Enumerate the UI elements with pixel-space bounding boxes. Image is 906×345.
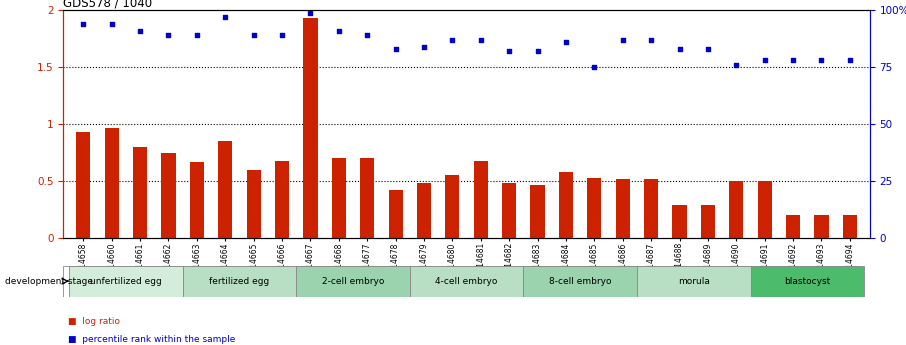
Text: ■  log ratio: ■ log ratio (68, 317, 120, 326)
Bar (757, 181, 772, 238)
Bar (559, 172, 573, 238)
Point (502, 49, 516, 54)
Bar (474, 161, 488, 238)
Text: ■  percentile rank within the sample: ■ percentile rank within the sample (68, 335, 236, 344)
Point (76, 21, 91, 27)
Text: fertilized egg: fertilized egg (209, 277, 270, 286)
Bar (701, 205, 715, 238)
Bar (183, 266, 296, 297)
Point (615, 37, 630, 43)
Point (161, 33, 176, 38)
Point (189, 33, 204, 38)
Bar (133, 147, 147, 238)
Bar (161, 152, 176, 238)
Point (389, 46, 403, 52)
Bar (531, 185, 545, 238)
Point (445, 37, 459, 43)
Text: morula: morula (678, 277, 709, 286)
Bar (672, 205, 687, 238)
Point (332, 28, 346, 33)
Point (757, 58, 772, 63)
Bar (332, 158, 346, 238)
Point (304, 10, 318, 16)
Text: 8-cell embryo: 8-cell embryo (549, 277, 612, 286)
Text: blastocyst: blastocyst (785, 277, 831, 286)
Point (104, 21, 119, 27)
Text: unfertilized egg: unfertilized egg (90, 277, 162, 286)
Bar (729, 181, 744, 238)
Point (275, 33, 289, 38)
Point (417, 44, 431, 50)
Bar (104, 128, 119, 238)
Bar (389, 190, 402, 238)
Bar (304, 18, 317, 238)
Point (246, 33, 261, 38)
Bar (246, 170, 261, 238)
Text: GDS578 / 1040: GDS578 / 1040 (63, 0, 152, 9)
Text: 4-cell embryo: 4-cell embryo (436, 277, 497, 286)
Point (786, 58, 800, 63)
Bar (843, 215, 857, 238)
Bar (445, 175, 459, 238)
Bar (587, 178, 602, 238)
Point (843, 58, 857, 63)
Bar (750, 266, 864, 297)
Bar (360, 158, 374, 238)
Bar (417, 184, 431, 238)
Text: development stage: development stage (5, 277, 92, 286)
Point (814, 58, 829, 63)
Bar (524, 266, 637, 297)
Bar (189, 162, 204, 238)
Point (729, 62, 744, 68)
Point (644, 37, 659, 43)
Text: 2-cell embryo: 2-cell embryo (322, 277, 384, 286)
Bar (786, 215, 800, 238)
Bar (502, 184, 516, 238)
Point (587, 65, 602, 70)
Bar (637, 266, 750, 297)
Point (474, 37, 488, 43)
Bar (410, 266, 524, 297)
Bar (76, 132, 91, 238)
Bar (218, 141, 232, 238)
Bar (69, 266, 183, 297)
Bar (644, 179, 659, 238)
Point (133, 28, 148, 33)
Point (559, 39, 573, 45)
Bar (616, 179, 630, 238)
Point (360, 33, 374, 38)
Bar (275, 161, 289, 238)
Bar (296, 266, 410, 297)
Bar (814, 215, 829, 238)
Point (700, 46, 715, 52)
Point (672, 46, 687, 52)
Point (530, 49, 545, 54)
Point (218, 14, 233, 20)
